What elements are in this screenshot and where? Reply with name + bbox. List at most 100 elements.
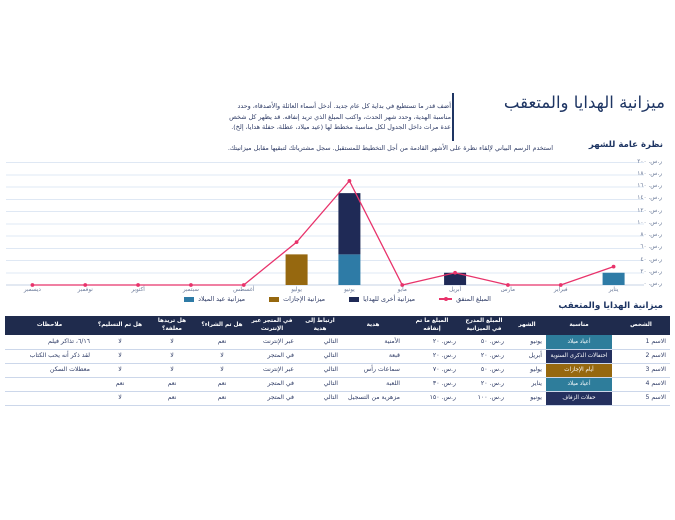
column-header: ملاحظات <box>5 316 94 335</box>
purchased-cell: لا <box>198 349 246 364</box>
spent-point <box>347 178 352 183</box>
column-header: مناسبة <box>546 316 612 335</box>
spent-point <box>189 283 193 287</box>
x-tick-label: يناير <box>608 287 619 293</box>
table-title: ميزانية الهدايا والمتعقب <box>558 301 663 311</box>
spent-point <box>453 270 457 275</box>
month-cell: يناير <box>508 377 546 392</box>
legend-label: ميزانية الإجازات <box>283 295 326 303</box>
occasion-cell: أعياد ميلاد <box>546 377 612 392</box>
y-tick-label: ر.س. ٢٠٠ <box>637 158 662 165</box>
link-cell[interactable]: التالي <box>298 391 342 406</box>
delivered-cell: لا <box>94 335 146 350</box>
table-row: الاسم 3 أيام الإجازات يوليو ر.س. ٥٠ ر.س. ٧٠ س… <box>5 363 670 378</box>
column-header: ارتباط إلى هدية <box>298 316 342 335</box>
column-header: هل تم التسليم؟ <box>94 316 146 335</box>
table-row: الاسم 4 أعياد ميلاد يناير ر.س. ٢٠ ر.س. ٣٠ الل… <box>5 377 670 392</box>
intro-text: أضف قدر ما تستطيع في بداية كل عام جديد. … <box>229 102 451 132</box>
store-cell: في المتجر <box>246 377 298 392</box>
gift-cell: قبعة <box>342 349 404 364</box>
chart-legend: المبلغ المنفق ميزانية أخرى للهدايا ميزانية… <box>0 295 675 303</box>
link-cell[interactable]: التالي <box>298 335 342 350</box>
spent-point <box>294 240 299 245</box>
spent-point <box>30 283 35 287</box>
spent-point <box>400 283 405 287</box>
budget-cell: ر.س. ٥٠ <box>460 335 508 350</box>
wrapped-cell: نعم <box>146 391 198 406</box>
gift-cell: سماعات رأس <box>342 363 404 378</box>
legend-item: ميزانية عيد الميلاد <box>184 295 245 303</box>
x-tick-label: أبريل <box>449 287 462 293</box>
x-tick-label: سبتمبر <box>182 287 199 293</box>
legend-swatch <box>184 296 195 302</box>
page-title: ميزانية الهدايا والمتعقب <box>503 93 665 112</box>
notes-cell <box>5 391 94 406</box>
spent-cell: ر.س. ٢٠ <box>404 335 460 350</box>
y-tick-label: ر.س. ١٠٠ <box>637 219 662 226</box>
column-header: في المتجر عبر الإنترنت <box>246 316 298 335</box>
purchased-cell: نعم <box>198 377 246 392</box>
notes-cell: ٦/١٦، تذاكر فيلم <box>5 335 94 350</box>
column-header: هل تريدها مغلفة؟ <box>146 316 198 335</box>
gift-tracker-table: الشخص مناسبة الشهر المبلغ المدرج في الميزان… <box>5 316 670 406</box>
occasion-cell: حفلات الزفاف <box>546 391 612 406</box>
delivered-cell: لا <box>94 363 146 378</box>
person-cell: الاسم 1 <box>612 335 670 350</box>
table-row: الاسم 1 أعياد ميلاد يونيو ر.س. ٥٠ ر.س. ٢٠ الأ… <box>5 335 670 350</box>
column-header: المبلغ المدرج في الميزانية <box>460 316 508 335</box>
notes-cell: لقد ذكر أنه يحب الكتاب <box>5 349 94 364</box>
notes-cell <box>5 377 94 392</box>
y-tick-label: ر.س. ٢٠ <box>640 268 662 275</box>
store-cell: في المتجر <box>246 349 298 364</box>
column-header: هدية <box>342 316 404 335</box>
month-cell: يوليو <box>508 363 546 378</box>
x-tick-label: مايو <box>397 287 407 293</box>
x-tick-label: أغسطس <box>233 287 255 293</box>
store-cell: عبر الإنترنت <box>246 363 298 378</box>
spent-point <box>611 264 616 269</box>
x-tick-label: نوفمبر <box>77 287 93 293</box>
link-cell[interactable]: التالي <box>298 363 342 378</box>
table-header-row: الشخص مناسبة الشهر المبلغ المدرج في الميزان… <box>5 316 670 335</box>
spent-point <box>241 283 246 287</box>
person-cell: الاسم 3 <box>612 363 670 378</box>
person-cell: الاسم 5 <box>612 391 670 406</box>
purchased-cell: لا <box>198 363 246 378</box>
spent-line <box>32 179 614 286</box>
spent-cell: ر.س. ٧٠ <box>404 363 460 378</box>
y-tick-label: ر.س. ٠ <box>643 281 662 287</box>
spent-cell: ر.س. ٢٠ <box>404 349 460 364</box>
month-overview-label: نظرة عامة للشهر <box>588 140 663 150</box>
gift-cell: الأمنية <box>342 335 404 350</box>
spent-point <box>136 283 140 287</box>
legend-swatch <box>349 296 360 302</box>
link-cell[interactable]: التالي <box>298 349 342 364</box>
month-cell: أبريل <box>508 349 546 364</box>
month-cell: يونيو <box>508 391 546 406</box>
legend-item: ميزانية الإجازات <box>269 295 325 303</box>
spent-point <box>558 283 563 287</box>
occasion-cell: أعياد ميلاد <box>546 335 612 350</box>
budget-cell: ر.س. ٢٠ <box>460 377 508 392</box>
store-cell: عبر الإنترنت <box>246 335 298 350</box>
legend-label: ميزانية أخرى للهدايا <box>363 295 416 303</box>
person-cell: الاسم 2 <box>612 349 670 364</box>
occasion-cell: احتفالات الذكرى السنوية <box>546 349 612 364</box>
x-tick-label: مارس <box>500 287 516 293</box>
title-divider <box>452 93 454 141</box>
purchased-cell: نعم <box>198 391 246 406</box>
y-tick-label: ر.س. ١٤٠ <box>637 195 662 202</box>
gift-cell: اللعبة <box>342 377 404 392</box>
person-cell: الاسم 4 <box>612 377 670 392</box>
occasion-cell: أيام الإجازات <box>546 363 612 378</box>
delivered-cell: لا <box>94 391 146 406</box>
month-overview-description: استخدم الرسم البياني لإلقاء نظرة على الأ… <box>227 144 553 152</box>
x-tick-label: ديسمبر <box>23 287 41 293</box>
link-cell[interactable]: التالي <box>298 377 342 392</box>
bar-segment <box>338 254 361 285</box>
y-tick-label: ر.س. ١٨٠ <box>637 170 662 177</box>
wrapped-cell: نعم <box>146 377 198 392</box>
wrapped-cell: لا <box>146 349 198 364</box>
y-tick-label: ر.س. ٦٠ <box>640 244 662 251</box>
